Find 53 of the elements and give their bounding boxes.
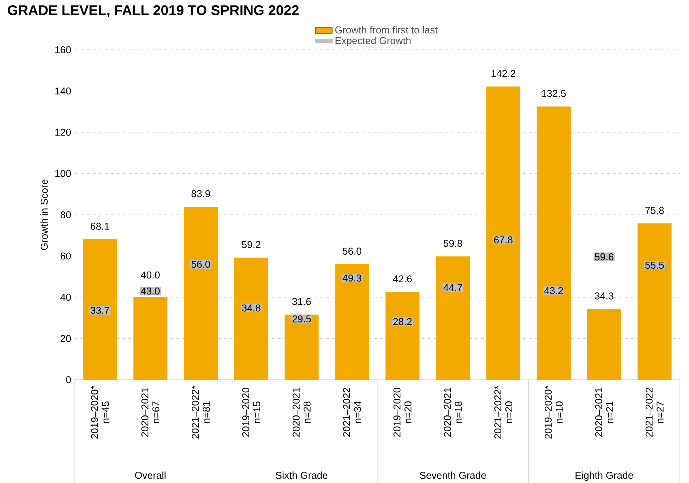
x-tick-label: 2020–2021 n=28 — [292, 388, 311, 437]
bar — [436, 256, 470, 380]
data-label: 142.2 — [492, 70, 516, 78]
bar — [234, 258, 268, 380]
y-tick-label: 140 — [56, 88, 72, 95]
x-tick-label: 2021–2022* n=81 — [192, 386, 210, 439]
x-tick-label: 2019–2020 n=15 — [242, 388, 260, 437]
bar — [134, 298, 168, 380]
x-tick-label: 2019–2020* n=10 — [544, 386, 563, 439]
x-tick-label: 2019–2020* n=45 — [91, 386, 110, 439]
data-label: 34.3 — [595, 292, 614, 300]
y-tick-label: 20 — [60, 335, 72, 342]
data-label: 40.0 — [141, 272, 160, 279]
y-tick-label: 100 — [56, 170, 72, 178]
data-label: 56.0 — [343, 248, 362, 255]
bar — [536, 106, 571, 380]
text: Overall — [135, 472, 166, 480]
y-tick-label: 60 — [60, 252, 72, 260]
data-label: 42.6 — [393, 276, 412, 283]
data-label: 59.8 — [444, 240, 462, 248]
chart-title: GRADE LEVEL, FALL 2019 TO SPRING 2022 — [8, 6, 299, 18]
y-axis-title: Growth in Score — [40, 180, 48, 250]
bar — [335, 264, 370, 380]
y-tick-label: 40 — [60, 294, 72, 302]
bar — [184, 206, 218, 380]
legend-label: Growth from first to last — [336, 26, 438, 34]
text: Seventh Grade — [420, 472, 486, 480]
x-tick-label: 2019–2020 n=20 — [394, 388, 412, 437]
x-tick-label: 2021–2022* n=20 — [494, 386, 513, 439]
x-tick-label: 2021–2022 n=34 — [343, 388, 362, 437]
x-tick-label: 2020–2021 n=18 — [444, 388, 462, 437]
x-tick-label: 2020–2021 n=67 — [142, 388, 160, 437]
bar — [587, 309, 622, 380]
legend-label: Expected Growth — [336, 37, 411, 46]
bar — [638, 224, 672, 380]
data-label: 59.2 — [242, 241, 261, 248]
x-tick-label: 2021–2022 n=27 — [646, 388, 664, 437]
y-tick-label: 0 — [66, 376, 72, 384]
y-tick-label: 120 — [56, 128, 72, 136]
data-label: 75.8 — [646, 207, 664, 214]
data-label: 83.9 — [192, 190, 210, 198]
y-tick-label: 160 — [56, 46, 72, 54]
bar — [284, 314, 319, 380]
data-label: 68.1 — [91, 222, 110, 230]
y-tick-label: 80 — [60, 211, 72, 219]
text: Eighth Grade — [576, 472, 634, 482]
x-tick-label: 2020–2021 n=21 — [595, 388, 614, 437]
bar — [486, 86, 521, 380]
bar — [83, 240, 118, 380]
bar — [386, 292, 420, 380]
data-label: 31.6 — [292, 298, 312, 306]
data-label: 132.5 — [542, 90, 566, 98]
text: Sixth Grade — [276, 472, 328, 480]
